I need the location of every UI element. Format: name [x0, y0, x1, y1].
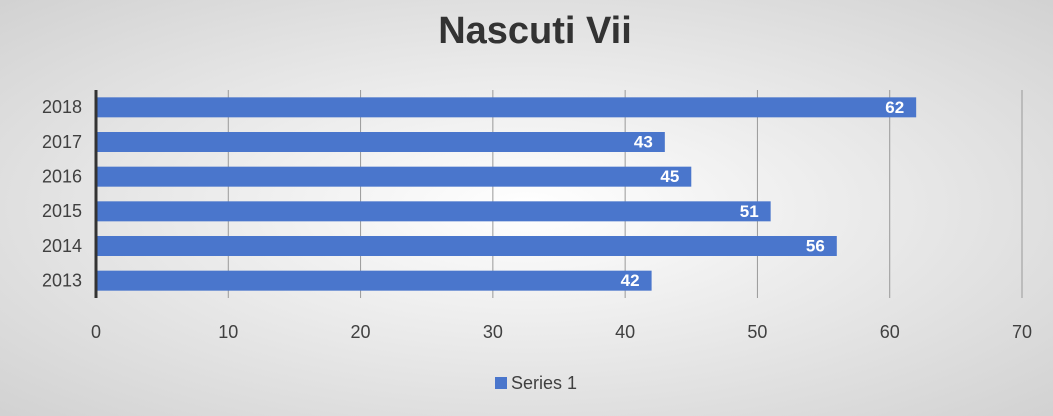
data-label: 51 [740, 202, 759, 221]
data-label: 45 [660, 167, 679, 186]
y-tick-label: 2017 [42, 132, 82, 152]
data-label: 42 [621, 271, 640, 290]
bar [96, 270, 652, 291]
y-tick-label: 2013 [42, 270, 82, 290]
chart-title: Nascuti Vii [438, 10, 632, 52]
data-label: 43 [634, 132, 653, 151]
x-tick-label: 70 [1012, 322, 1032, 342]
bar [96, 236, 837, 256]
bar [96, 97, 917, 118]
x-tick-label: 60 [880, 322, 900, 342]
y-tick-label: 2016 [42, 166, 82, 186]
x-tick-label: 20 [351, 322, 371, 342]
x-tick-label: 0 [91, 322, 101, 342]
y-tick-label: 2018 [42, 97, 82, 117]
x-tick-label: 40 [615, 322, 635, 342]
bar [96, 201, 771, 222]
bar [96, 166, 692, 187]
legend-swatch [495, 377, 507, 389]
data-label: 62 [885, 98, 904, 117]
x-tick-label: 50 [747, 322, 767, 342]
legend-label: Series 1 [511, 373, 577, 393]
x-tick-label: 30 [483, 322, 503, 342]
data-label: 56 [806, 236, 825, 255]
x-tick-label: 10 [218, 322, 238, 342]
bar [96, 132, 665, 152]
y-tick-label: 2015 [42, 201, 82, 221]
y-tick-label: 2014 [42, 236, 82, 256]
